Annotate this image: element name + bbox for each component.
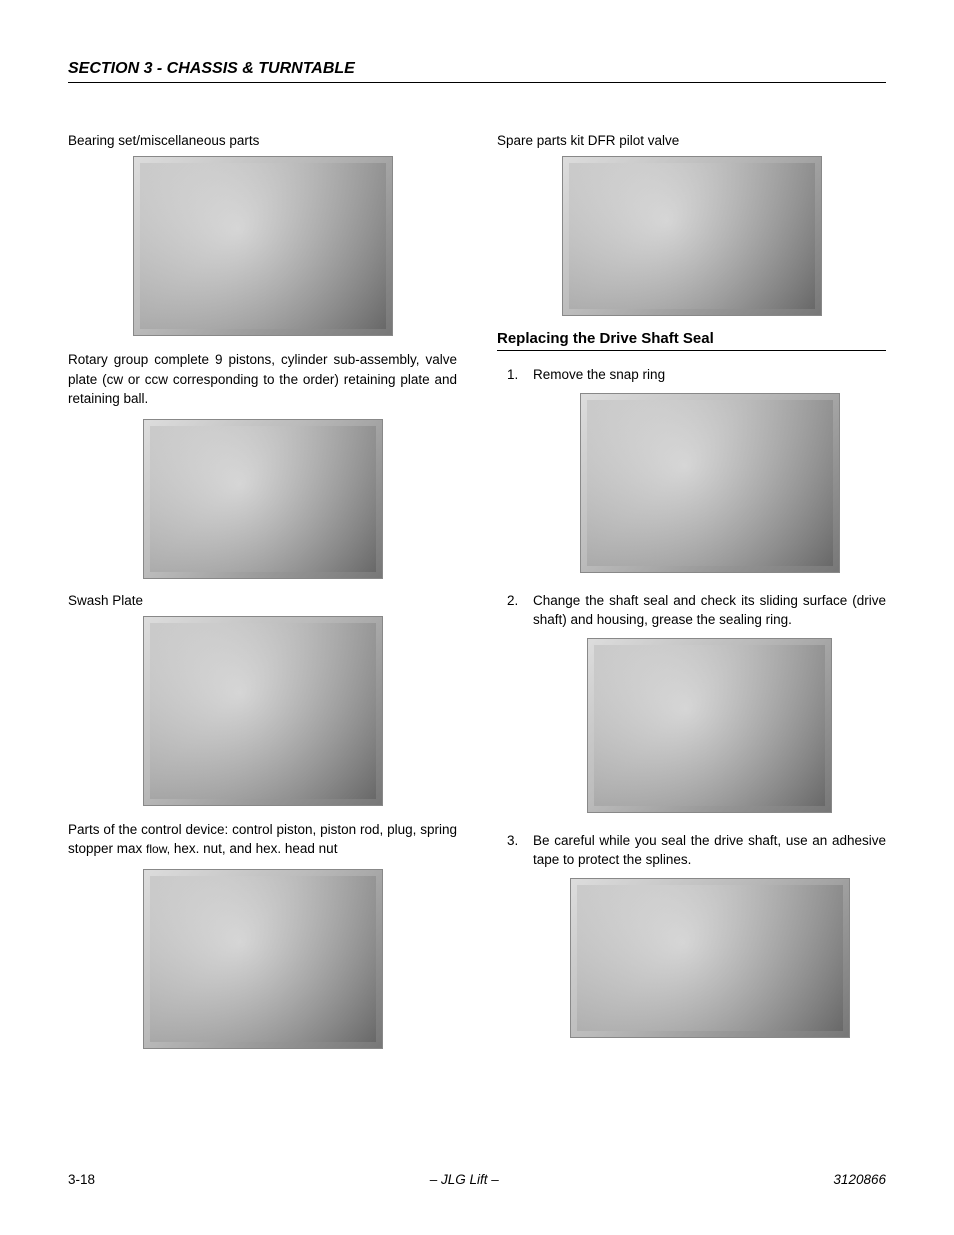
figure-swash-plate	[68, 616, 457, 806]
image-placeholder	[587, 638, 832, 813]
figure-dfr-valve	[497, 156, 886, 316]
image-placeholder	[143, 616, 383, 806]
page-footer: 3-18 – JLG Lift – 3120866	[68, 1172, 886, 1187]
step-1: Remove the snap ring	[497, 365, 886, 573]
steps-list: Remove the snap ring Change the shaft se…	[497, 365, 886, 1038]
subheading-drive-shaft-seal: Replacing the Drive Shaft Seal	[497, 330, 886, 351]
two-column-layout: Bearing set/miscellaneous parts Rotary g…	[68, 133, 886, 1063]
image-placeholder	[562, 156, 822, 316]
step-text: Remove the snap ring	[533, 367, 665, 382]
right-column: Spare parts kit DFR pilot valve Replacin…	[497, 133, 886, 1063]
figure-bearing-set	[68, 156, 457, 336]
text-rotary-group: Rotary group complete 9 pistons, cylinde…	[68, 350, 457, 409]
image-placeholder	[143, 419, 383, 579]
image-placeholder	[133, 156, 393, 336]
step-text: Be careful while you seal the drive shaf…	[533, 833, 886, 868]
caption-dfr-valve: Spare parts kit DFR pilot valve	[497, 133, 886, 148]
caption-swash-plate: Swash Plate	[68, 593, 457, 608]
footer-center: – JLG Lift –	[430, 1172, 499, 1187]
text-flow: flow,	[146, 842, 170, 856]
figure-control-device	[68, 869, 457, 1049]
footer-page-number: 3-18	[68, 1172, 95, 1187]
figure-step-2	[533, 638, 886, 813]
image-placeholder	[143, 869, 383, 1049]
section-header: SECTION 3 - CHASSIS & TURNTABLE	[68, 60, 886, 83]
image-placeholder	[580, 393, 840, 573]
left-column: Bearing set/miscellaneous parts Rotary g…	[68, 133, 457, 1063]
text-control-device: Parts of the control device: control pis…	[68, 820, 457, 859]
figure-step-3	[533, 878, 886, 1038]
step-text: Change the shaft seal and check its slid…	[533, 593, 886, 628]
step-2: Change the shaft seal and check its slid…	[497, 591, 886, 813]
figure-rotary-group	[68, 419, 457, 579]
text-part-b: hex. nut, and hex. head nut	[170, 841, 337, 856]
caption-bearing-set: Bearing set/miscellaneous parts	[68, 133, 457, 148]
step-3: Be careful while you seal the drive shaf…	[497, 831, 886, 1038]
footer-doc-number: 3120866	[833, 1172, 886, 1187]
image-placeholder	[570, 878, 850, 1038]
figure-step-1	[533, 393, 886, 573]
